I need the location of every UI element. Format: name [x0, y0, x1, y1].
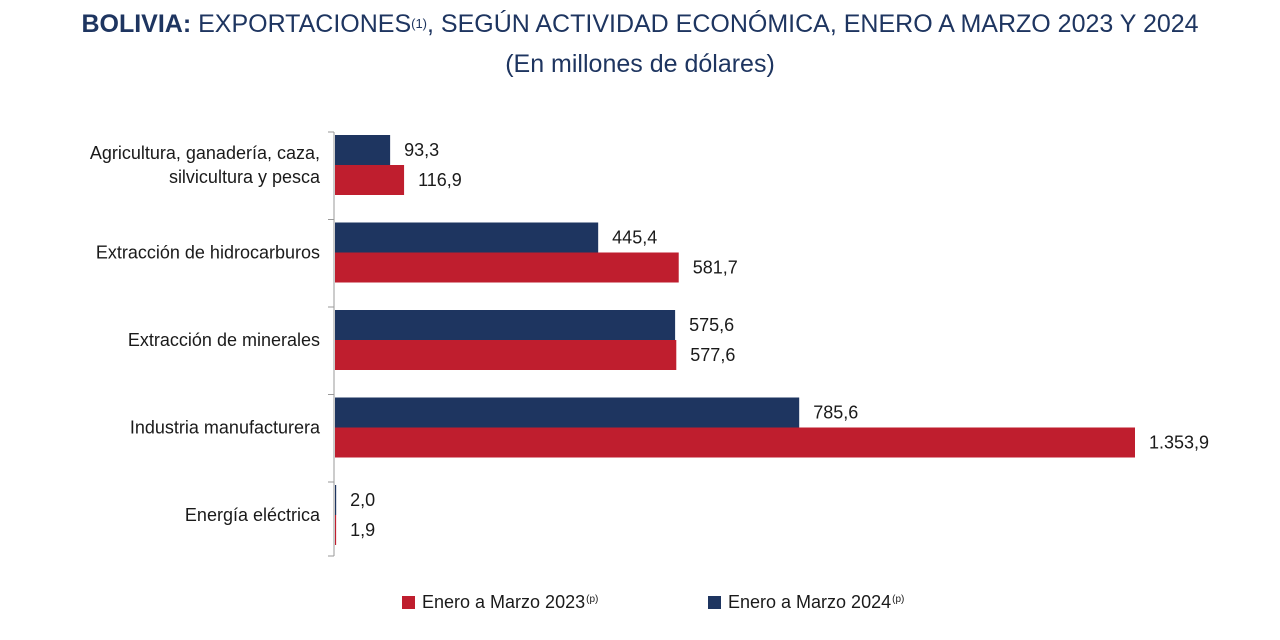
category-label-1-0: Extracción de hidrocarburos — [96, 243, 320, 263]
category-label-2-0: Extracción de minerales — [128, 330, 320, 350]
value-label-2024-4: 2,0 — [350, 490, 375, 510]
title-main: EXPORTACIONES — [191, 10, 412, 38]
value-label-2024-2: 575,6 — [689, 315, 734, 335]
legend-item-2023: Enero a Marzo 2023 (p) — [402, 592, 598, 613]
bar-2023-1 — [335, 252, 679, 283]
chart-title: BOLIVIA: EXPORTACIONES(1), SEGÚN ACTIVID… — [0, 6, 1280, 46]
bar-2023-4 — [335, 515, 337, 545]
legend-label: Enero a Marzo 2023 — [422, 592, 586, 612]
bar-2023-2 — [335, 340, 677, 370]
value-label-2024-1: 445,4 — [612, 228, 657, 248]
value-label-2023-4: 1,9 — [350, 520, 375, 540]
category-label-0-0: Agricultura, ganadería, caza, — [90, 143, 320, 163]
value-label-2024-3: 785,6 — [813, 403, 858, 423]
legend-sup: (p) — [892, 594, 905, 605]
value-label-2024-0: 93,3 — [404, 140, 439, 160]
value-label-2023-3: 1.353,9 — [1149, 433, 1209, 453]
legend-item-2024: Enero a Marzo 2024 (p) — [708, 592, 904, 613]
bar-2023-0 — [335, 165, 405, 195]
chart-subtitle: (En millones de dólares) — [505, 50, 775, 78]
legend: Enero a Marzo 2023 (p) Enero a Marzo 2024(… — [0, 592, 1280, 620]
title-rest: , SEGÚN ACTIVIDAD ECONÓMICA, ENERO A MAR… — [427, 10, 1199, 38]
category-label-0-1: silvicultura y pesca — [169, 167, 321, 187]
category-label-3-0: Industria manufacturera — [130, 418, 321, 438]
bar-2024-3 — [335, 397, 800, 428]
category-label-4-0: Energía eléctrica — [185, 505, 321, 525]
legend-sup: (p) — [586, 594, 599, 605]
value-label-2023-1: 581,7 — [693, 258, 738, 278]
bar-chart: 93,3 116,9 Agricultura, ganadería, caza, si… — [90, 131, 1209, 557]
bar-2024-2 — [335, 310, 676, 340]
bar-2024-4 — [335, 485, 337, 515]
bar-2023-3 — [335, 427, 1135, 458]
legend-swatch — [402, 596, 415, 609]
bar-2024-1 — [335, 222, 599, 253]
legend-swatch — [708, 596, 721, 609]
value-label-2023-0: 116,9 — [418, 170, 462, 190]
bar-2024-0 — [335, 135, 391, 165]
title-country: BOLIVIA: — [81, 10, 192, 38]
legend-label: Enero a Marzo 2024 — [728, 592, 892, 612]
value-label-2023-2: 577,6 — [690, 345, 735, 365]
title-footnote-mark: (1) — [411, 16, 428, 31]
